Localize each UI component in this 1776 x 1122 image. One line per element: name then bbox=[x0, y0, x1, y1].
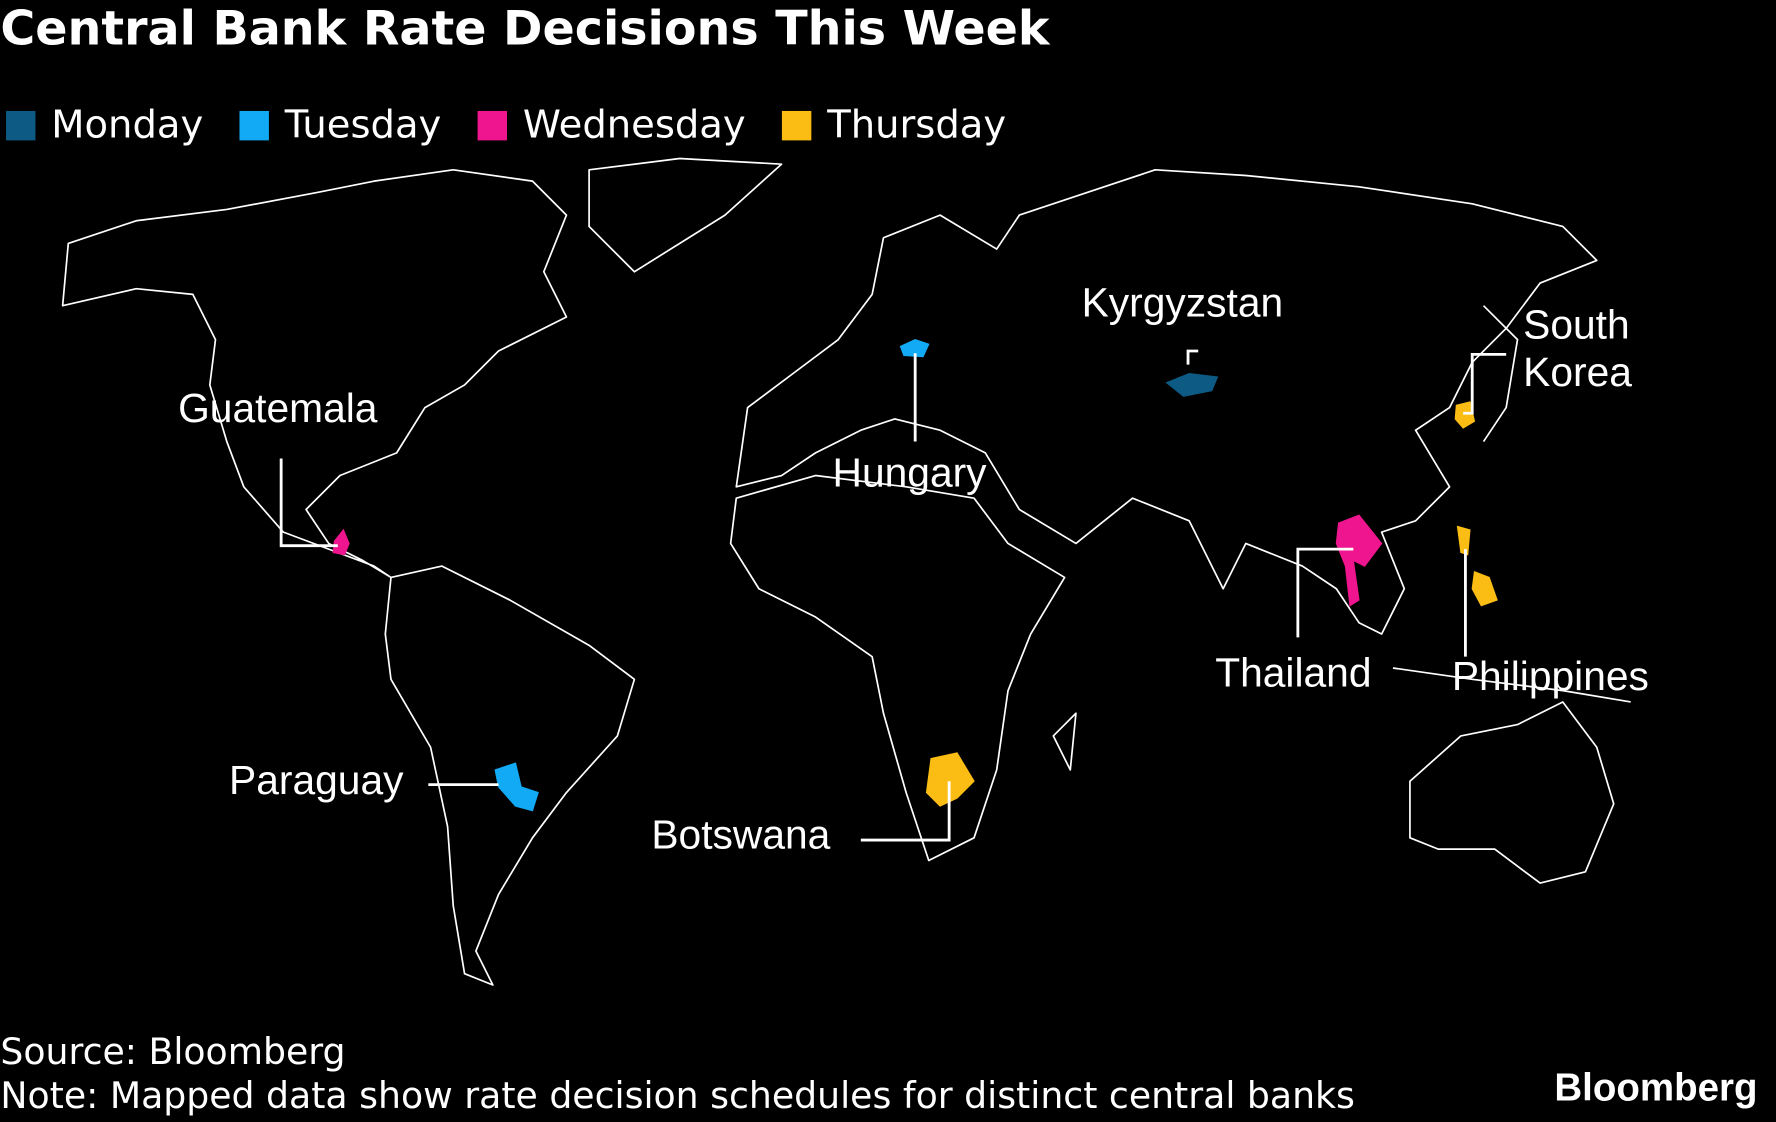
logo: Bloomberg bbox=[1554, 1066, 1757, 1109]
legend-label: Thursday bbox=[826, 102, 1006, 147]
legend: Monday Tuesday Wednesday Thursday bbox=[6, 102, 1006, 147]
country-label: Kyrgyzstan bbox=[1082, 279, 1284, 325]
country-label: Botswana bbox=[651, 812, 830, 858]
legend-swatch bbox=[239, 110, 269, 141]
title: Central Bank Rate Decisions This Week bbox=[0, 2, 1051, 57]
land-outlines bbox=[61, 157, 1631, 986]
philippines-shape bbox=[1456, 525, 1498, 607]
eurasia bbox=[735, 168, 1598, 635]
guatemala-shape bbox=[332, 528, 350, 556]
country-label: Guatemala bbox=[178, 385, 378, 431]
greenland bbox=[588, 157, 783, 273]
legend-swatch bbox=[477, 110, 508, 141]
leader-line bbox=[1463, 352, 1507, 415]
africa bbox=[729, 474, 1066, 862]
south-america bbox=[384, 565, 636, 986]
kyrgyzstan-shape bbox=[1165, 373, 1219, 397]
label-box: South Korea bbox=[1523, 301, 1632, 396]
leader-line bbox=[1296, 547, 1354, 638]
north-america bbox=[61, 168, 568, 579]
leader-line bbox=[1186, 349, 1199, 365]
note: Note: Mapped data show rate decision sch… bbox=[0, 1074, 1355, 1117]
country-label: Paraguay bbox=[229, 757, 404, 803]
leader-lines bbox=[279, 349, 1507, 842]
legend-swatch bbox=[781, 110, 812, 141]
legend-swatch bbox=[6, 110, 36, 141]
paraguay-shape bbox=[494, 762, 539, 812]
country-label: Thailand bbox=[1215, 650, 1371, 696]
country-label: Philippines bbox=[1452, 653, 1649, 699]
legend-label: Wednesday bbox=[523, 102, 746, 147]
country-labels: Kyrgyzstan Hungary Paraguay Guatemala Th… bbox=[178, 279, 1649, 858]
countries bbox=[332, 339, 1498, 812]
leader-line bbox=[860, 781, 951, 842]
botswana-shape bbox=[925, 752, 975, 807]
country-label: South Korea bbox=[1523, 301, 1632, 396]
islands bbox=[1052, 305, 1631, 771]
legend-label: Tuesday bbox=[284, 102, 442, 147]
country-label: Hungary bbox=[833, 449, 988, 495]
hungary-shape bbox=[899, 339, 930, 358]
leader-line bbox=[279, 458, 338, 548]
south-korea-shape bbox=[1454, 401, 1476, 429]
australia bbox=[1409, 701, 1615, 884]
source: Source: Bloomberg bbox=[0, 1030, 345, 1073]
legend-label: Monday bbox=[51, 102, 203, 147]
thailand-shape bbox=[1335, 514, 1383, 607]
